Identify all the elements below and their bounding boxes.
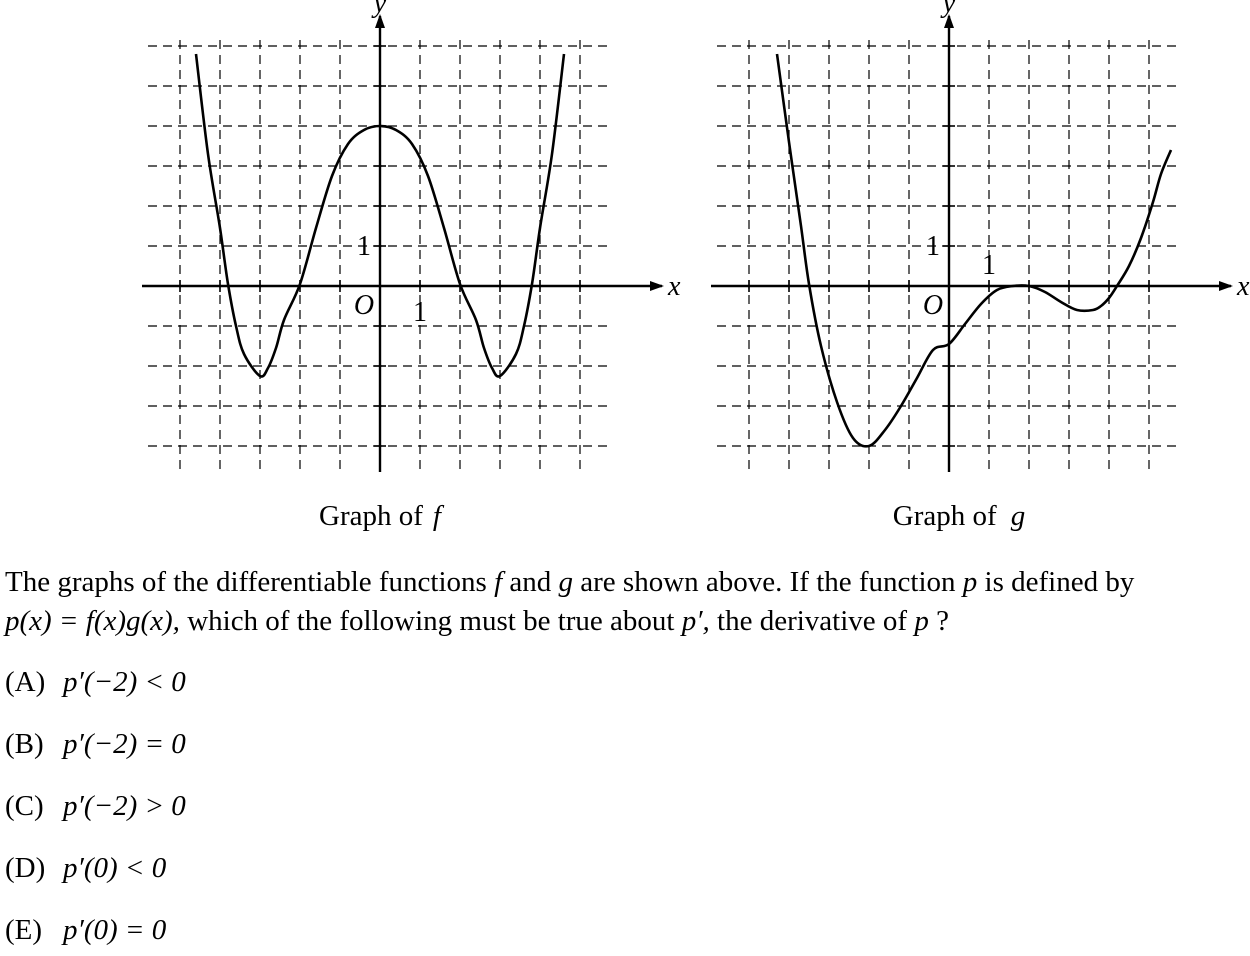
choice-d[interactable]: (D) p′(0) < 0 — [5, 852, 166, 885]
graph-f-y-unit-label: 1 — [357, 231, 371, 262]
question-text-part: are shown above. If the function — [580, 566, 956, 598]
choice-letter: (A) — [5, 666, 46, 698]
graph-f: x y O 1 1 Graph of f — [142, 0, 681, 532]
graph-g-x-axis-label: x — [1236, 271, 1250, 302]
graph-f-origin-label: O — [354, 290, 374, 321]
question-derivative: p′, — [681, 605, 710, 637]
question-line-2: p(x) = f(x)g(x), which of the following … — [5, 602, 1245, 641]
graph-f-x-unit-label: 1 — [413, 297, 427, 328]
question-text-part: and — [509, 566, 552, 598]
graph-f-caption-function: f — [433, 500, 445, 532]
choice-letter: (E) — [5, 914, 43, 946]
choice-b[interactable]: (B) p′(−2) = 0 — [5, 728, 186, 761]
graph-g-y-unit-label: 1 — [926, 231, 940, 262]
graph-g-caption: Graph of g — [893, 500, 1025, 532]
choice-expression: p′(0) = 0 — [63, 914, 167, 946]
question-text-part: is defined by — [984, 566, 1135, 598]
question-function-f: f — [494, 566, 503, 598]
question-text-part: The graphs of the differentiable functio… — [5, 566, 487, 598]
graph-g: x y O 1 1 Graph of g — [711, 0, 1250, 532]
graph-f-x-axis-label: x — [667, 271, 681, 302]
choice-expression: p′(−2) < 0 — [63, 666, 186, 698]
choice-expression: p′(−2) > 0 — [63, 790, 186, 822]
question-function-p: p — [962, 566, 978, 598]
choice-a[interactable]: (A) p′(−2) < 0 — [5, 666, 186, 699]
question-mark: ? — [936, 605, 949, 637]
graph-g-caption-prefix: Graph of — [893, 500, 997, 532]
choice-letter: (B) — [5, 728, 44, 760]
graph-g-y-axis-label: y — [940, 0, 956, 19]
question-text-part: the derivative of — [717, 605, 908, 637]
choice-letter: (D) — [5, 852, 46, 884]
choice-expression: p′(0) < 0 — [63, 852, 167, 884]
choice-letter: (C) — [5, 790, 44, 822]
graph-g-curve — [775, 53, 1173, 448]
choice-expression: p′(−2) = 0 — [63, 728, 186, 760]
choice-c[interactable]: (C) p′(−2) > 0 — [5, 790, 186, 823]
graph-g-origin-label: O — [923, 290, 943, 321]
question-text: The graphs of the differentiable functio… — [5, 563, 1245, 641]
graphs-figure: x y O 1 1 Graph of f x y O 1 1 Graph of g — [142, 0, 1250, 532]
graph-f-caption-prefix: Graph of — [319, 500, 423, 532]
graph-g-x-unit-label: 1 — [982, 250, 996, 281]
choice-e[interactable]: (E) p′(0) = 0 — [5, 914, 166, 947]
graph-f-y-axis-label: y — [371, 0, 387, 19]
graph-f-caption: Graph of f — [319, 500, 445, 532]
question-text-part: which of the following must be true abou… — [187, 605, 675, 637]
question-function-g: g — [558, 566, 574, 598]
question-definition: p(x) = f(x)g(x), — [5, 605, 180, 637]
graph-g-caption-function: g — [1011, 500, 1026, 532]
question-function-p: p — [914, 605, 929, 637]
question-line-1: The graphs of the differentiable functio… — [5, 563, 1245, 602]
